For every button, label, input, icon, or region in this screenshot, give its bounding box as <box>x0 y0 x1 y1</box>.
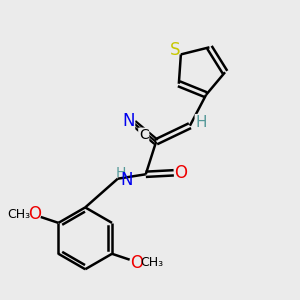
Text: S: S <box>170 41 181 59</box>
Text: H: H <box>116 167 127 180</box>
Text: N: N <box>120 171 133 189</box>
Text: C: C <box>139 128 148 142</box>
Text: O: O <box>174 164 187 182</box>
Text: N: N <box>122 112 134 130</box>
Text: CH₃: CH₃ <box>7 208 30 220</box>
Text: CH₃: CH₃ <box>140 256 163 269</box>
Text: O: O <box>130 254 142 272</box>
Text: O: O <box>28 205 41 223</box>
Text: H: H <box>195 115 207 130</box>
